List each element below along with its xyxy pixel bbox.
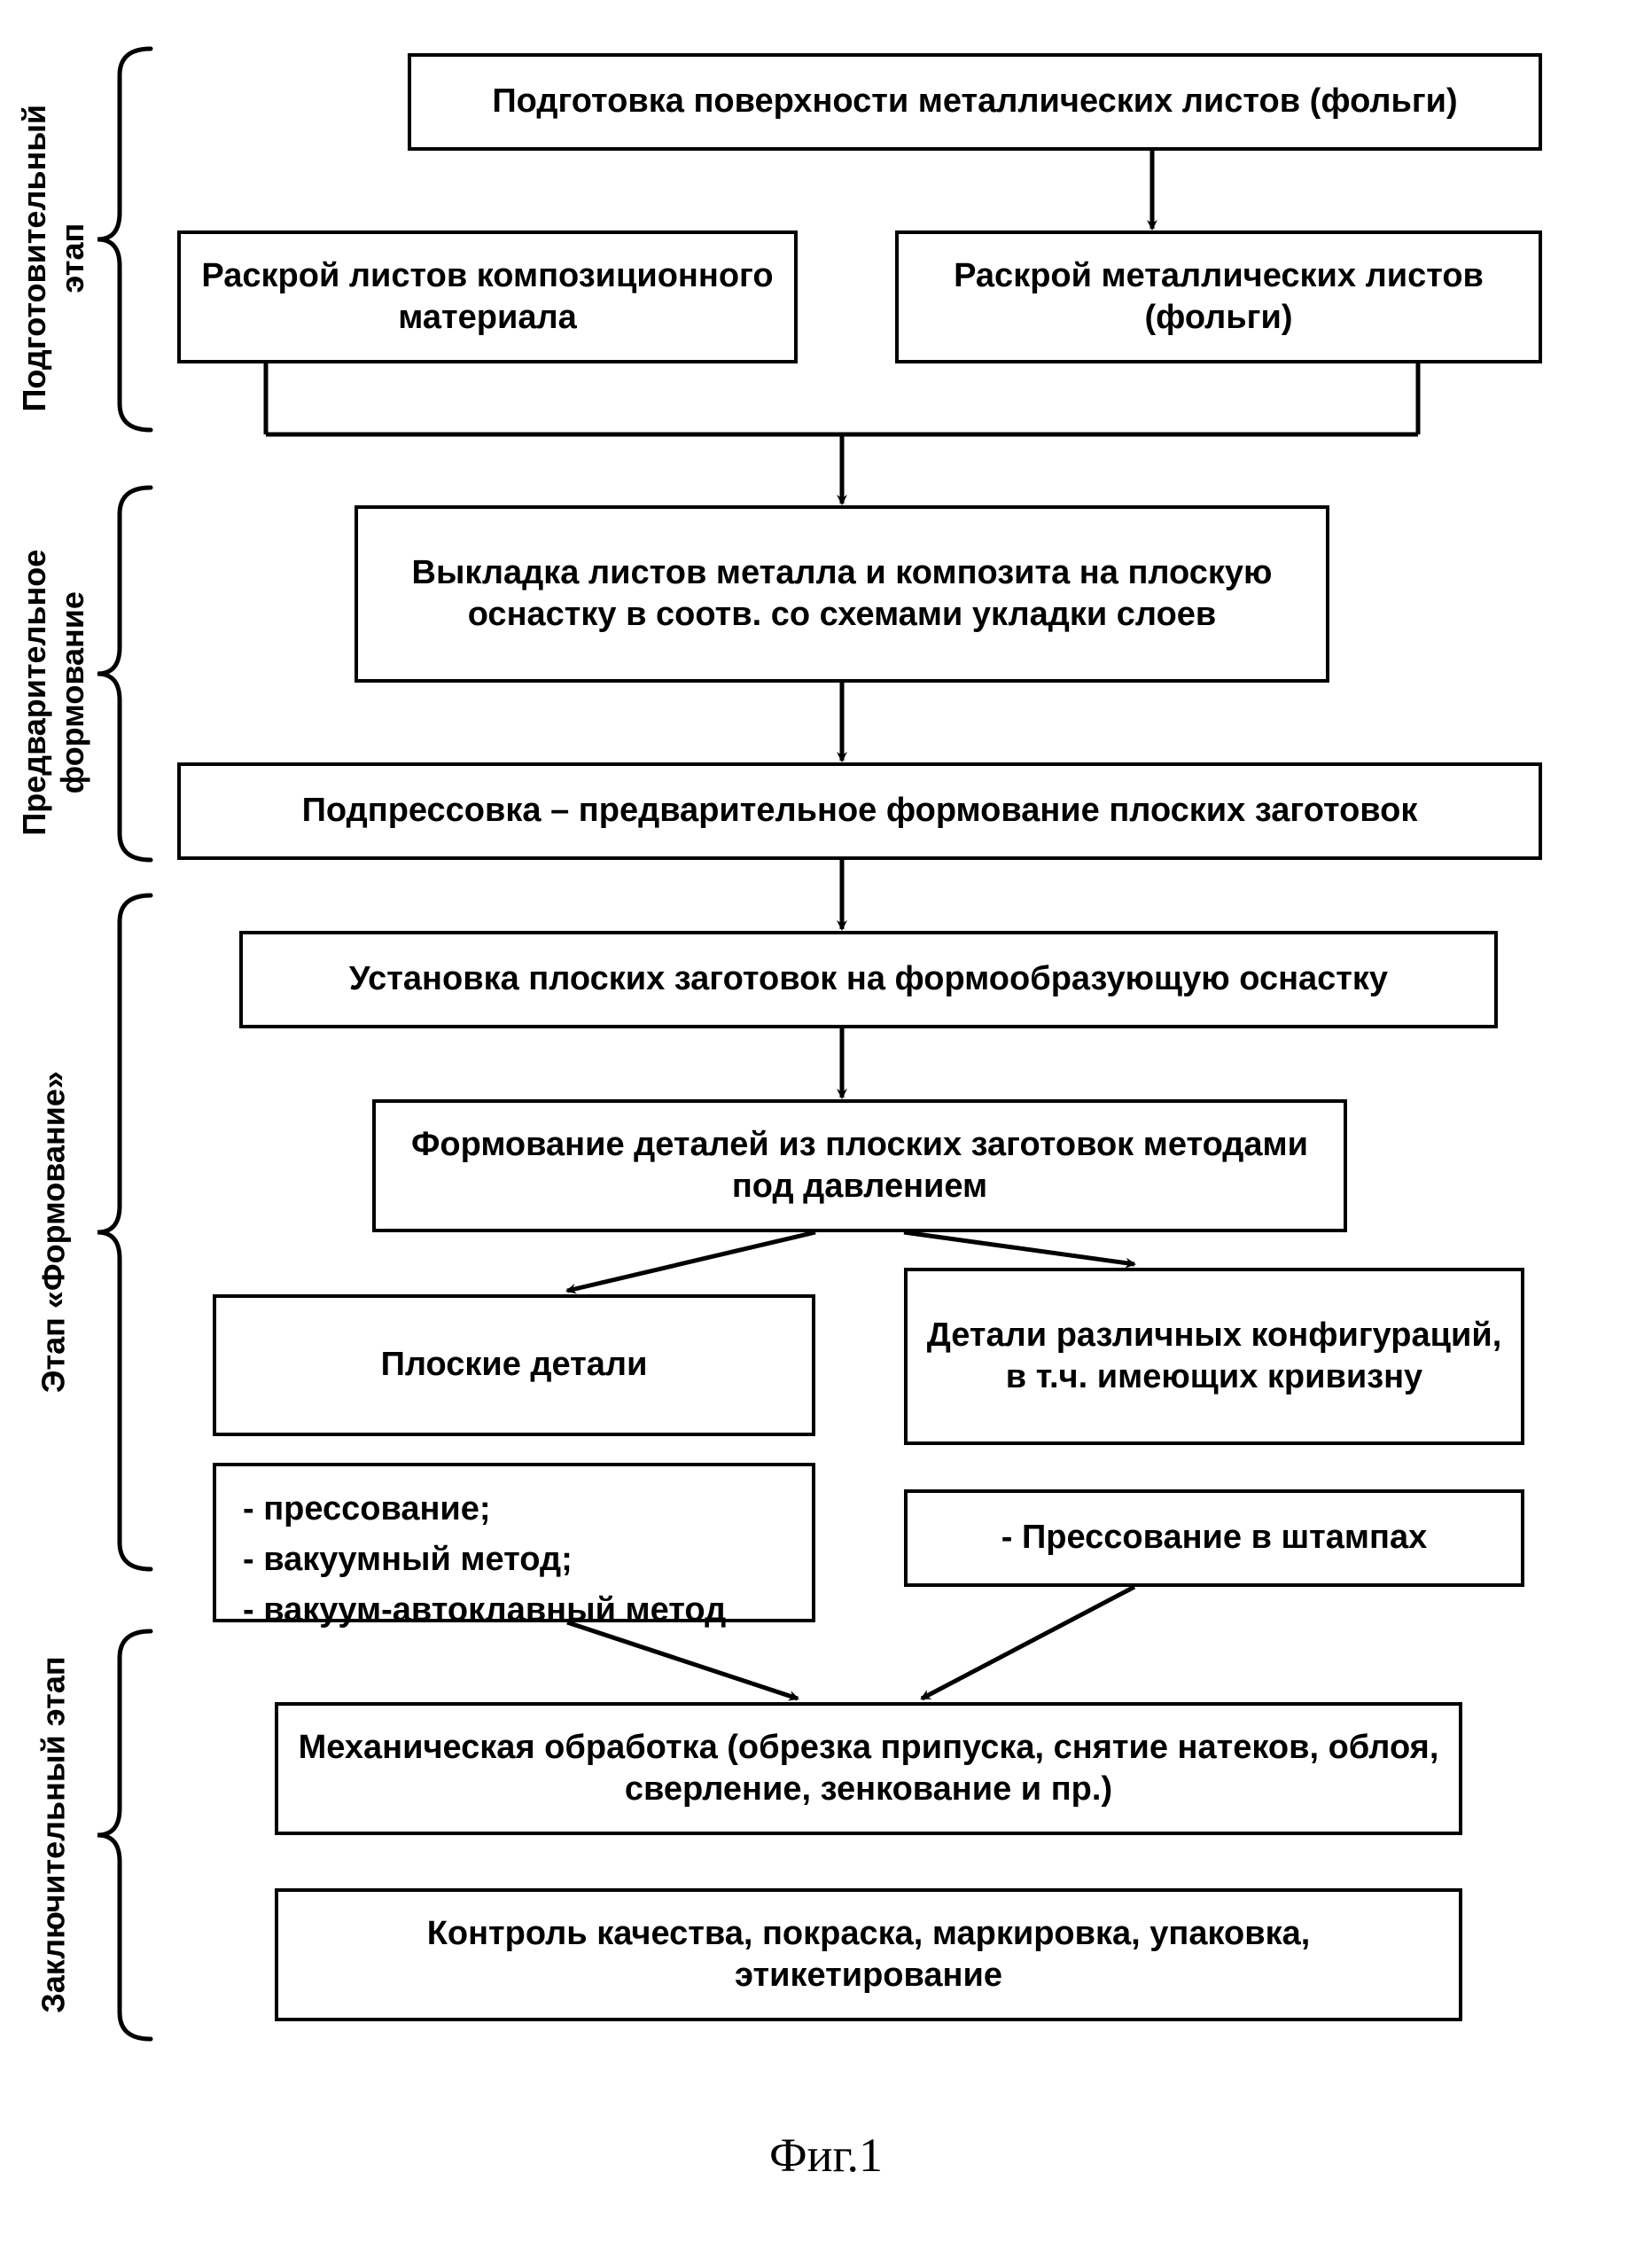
flow-box-b2a: Раскрой листов композиционного материала	[177, 230, 798, 363]
flow-box-text: Контроль качества, покраска, маркировка,…	[296, 1913, 1441, 1997]
flow-box-text: Установка плоских заготовок на формообра…	[349, 958, 1388, 1001]
flow-box-b2b: Раскрой металлических листов (фольги)	[895, 230, 1542, 363]
connector	[904, 1232, 1134, 1264]
flow-box-b6: Формование деталей из плоских заготовок …	[372, 1099, 1347, 1232]
flow-box-text: Подготовка поверхности металлических лис…	[492, 81, 1457, 123]
stage3-label: Этап «Формование»	[34, 895, 72, 1569]
flow-box-b7b: Детали различных конфигураций, в т.ч. им…	[904, 1268, 1524, 1445]
flow-box-text: Раскрой металлических листов (фольги)	[916, 255, 1521, 340]
list-item: - вакуумный метод;	[243, 1535, 785, 1585]
list-item: - вакуум-автоклавный метод	[243, 1585, 785, 1636]
flow-box-b1: Подготовка поверхности металлических лис…	[408, 53, 1542, 151]
connector	[922, 1587, 1134, 1699]
stage4-brace	[97, 1631, 151, 2039]
flow-box-text: Формование деталей из плоских заготовок …	[394, 1124, 1326, 1208]
stage2-brace	[97, 488, 151, 860]
flow-box-b8a: - прессование;- вакуумный метод;- вакуум…	[213, 1463, 815, 1622]
flow-box-text: Подпрессовка – предварительное формовани…	[302, 790, 1418, 832]
flow-box-b9: Механическая обработка (обрезка припуска…	[275, 1702, 1462, 1835]
flow-box-b8b: - Прессование в штампах	[904, 1489, 1524, 1587]
flow-box-b4: Подпрессовка – предварительное формовани…	[177, 762, 1542, 860]
flow-box-text: Плоские детали	[381, 1344, 648, 1387]
stage1-brace	[97, 49, 151, 430]
figure-caption: Фиг.1	[0, 2128, 1652, 2183]
stage2-label: Предварительное формование	[15, 506, 91, 879]
flow-box-b7a: Плоские детали	[213, 1294, 815, 1436]
flow-box-b10: Контроль качества, покраска, маркировка,…	[275, 1888, 1462, 2021]
connector	[567, 1232, 815, 1291]
flow-box-text: Детали различных конфигураций, в т.ч. им…	[925, 1315, 1503, 1399]
stage1-label: Подготовительный этап	[15, 67, 91, 449]
figure-caption-text: Фиг.1	[769, 2129, 883, 2182]
flow-box-text: Выкладка листов металла и композита на п…	[376, 552, 1308, 637]
flow-box-b3: Выкладка листов металла и композита на п…	[355, 505, 1329, 683]
stage3-brace	[97, 895, 151, 1569]
flow-box-text: Механическая обработка (обрезка припуска…	[296, 1727, 1441, 1811]
flow-box-text: Раскрой листов композиционного материала	[199, 255, 776, 340]
list-item: - прессование;	[243, 1484, 785, 1535]
stage4-label: Заключительный этап	[34, 1631, 72, 2039]
flow-box-text: - Прессование в штампах	[1001, 1517, 1428, 1559]
flow-box-b5: Установка плоских заготовок на формообра…	[239, 931, 1498, 1028]
